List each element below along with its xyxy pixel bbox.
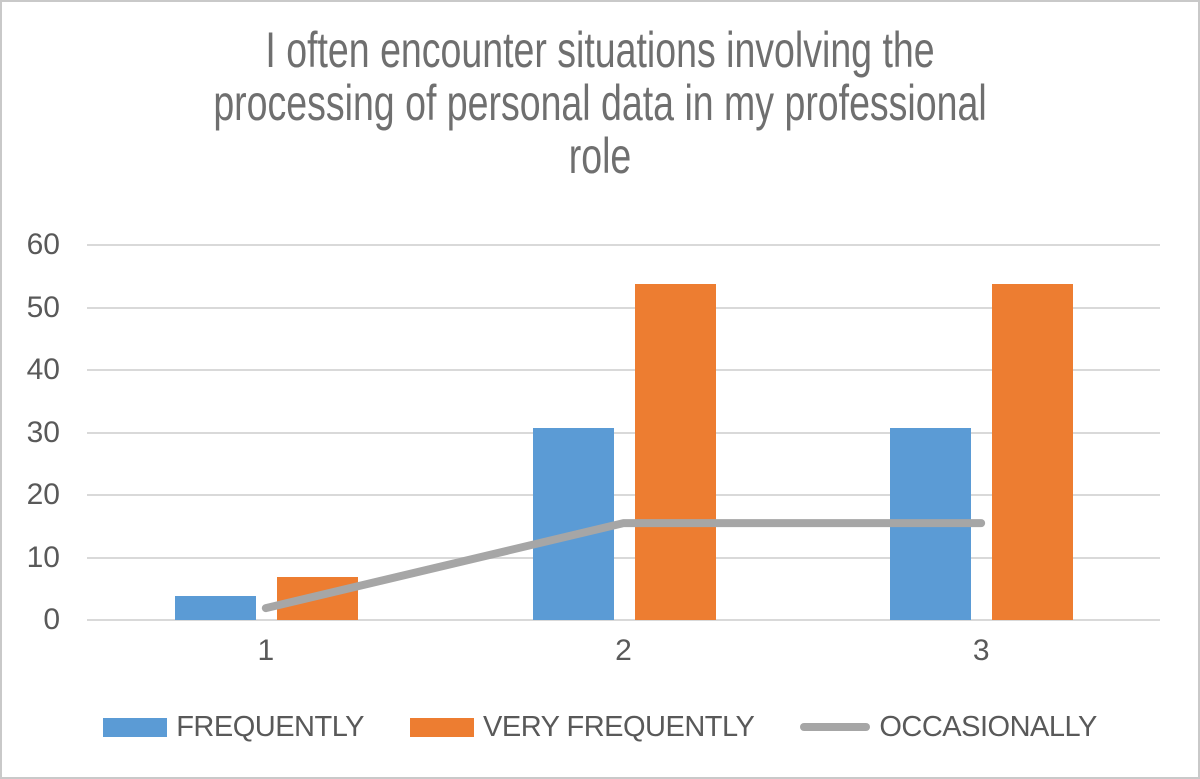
gridline bbox=[87, 619, 1160, 621]
bar-frequently bbox=[890, 427, 972, 620]
bar-very-frequently bbox=[276, 576, 358, 620]
chart-title-line: processing of personal data in my profes… bbox=[213, 75, 987, 131]
bar-very-frequently bbox=[634, 283, 716, 620]
legend-label: OCCASIONALLY bbox=[879, 710, 1097, 743]
legend-item-occasionally: OCCASIONALLY bbox=[800, 710, 1097, 744]
y-axis-tick-label: 50 bbox=[26, 290, 60, 324]
chart-title-line: I often encounter situations involving t… bbox=[265, 22, 935, 78]
x-axis-category-label: 1 bbox=[257, 634, 275, 667]
x-axis-category-label: 3 bbox=[972, 634, 990, 667]
legend-label: FREQUENTLY bbox=[176, 710, 365, 743]
y-axis-tick-label: 40 bbox=[26, 353, 60, 386]
legend-bar-swatch bbox=[103, 717, 168, 737]
legend-item-frequently: FREQUENTLY bbox=[103, 710, 365, 744]
gridline bbox=[87, 369, 1160, 371]
gridline bbox=[87, 494, 1160, 496]
bar-very-frequently bbox=[992, 283, 1074, 620]
chart-title: I often encounter situations involving t… bbox=[2, 24, 1198, 183]
y-axis-tick-label: 60 bbox=[26, 228, 60, 261]
gridline bbox=[87, 306, 1160, 309]
bar-frequently bbox=[532, 427, 614, 620]
legend-bar-swatch bbox=[410, 717, 475, 737]
y-axis-tick-label: 0 bbox=[43, 603, 60, 636]
bar-frequently bbox=[174, 596, 256, 620]
legend-label: VERY FREQUENTLY bbox=[483, 710, 755, 743]
legend-item-very-frequently: VERY FREQUENTLY bbox=[410, 710, 755, 744]
y-axis-tick-label: 30 bbox=[26, 415, 60, 449]
y-axis-tick-label: 10 bbox=[26, 540, 60, 574]
legend-line-swatch bbox=[800, 723, 871, 731]
gridline bbox=[87, 431, 1160, 434]
y-axis-tick-label: 20 bbox=[26, 478, 60, 511]
x-axis-category-label: 2 bbox=[615, 634, 632, 667]
chart-title-line: role bbox=[568, 128, 632, 184]
gridline bbox=[87, 244, 1160, 246]
legend: FREQUENTLY VERY FREQUENTLY OCCASIONALLY bbox=[2, 703, 1198, 751]
